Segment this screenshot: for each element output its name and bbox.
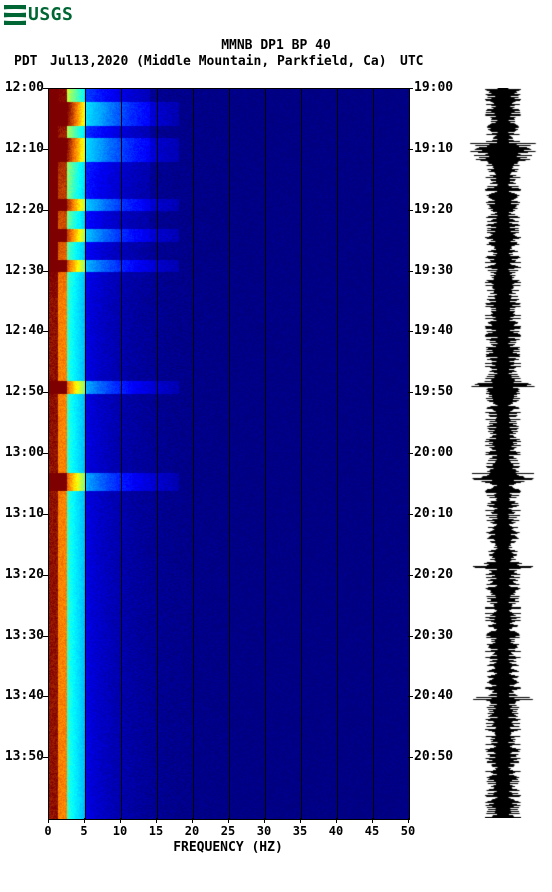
date-location-label: Jul13,2020 (Middle Mountain, Parkfield, …	[50, 54, 387, 69]
left-time-tick: 13:20	[0, 567, 44, 582]
freq-tick: 25	[221, 824, 235, 838]
left-time-tick: 12:50	[0, 384, 44, 399]
freq-tick: 0	[44, 824, 51, 838]
right-time-tick: 20:10	[414, 506, 453, 521]
left-time-tick: 13:50	[0, 749, 44, 764]
spectrogram-canvas	[49, 89, 409, 819]
left-time-tick: 12:40	[0, 323, 44, 338]
logo-text: USGS	[28, 4, 73, 25]
right-time-tick: 19:20	[414, 202, 453, 217]
left-time-tick: 13:40	[0, 688, 44, 703]
freq-tick: 40	[329, 824, 343, 838]
spectrogram-plot	[48, 88, 410, 820]
x-axis-label: FREQUENCY (HZ)	[48, 840, 408, 855]
left-time-tick: 12:00	[0, 80, 44, 95]
logo-wave-icon	[4, 5, 26, 25]
right-time-tick: 19:00	[414, 80, 453, 95]
chart-title: MMNB DP1 BP 40	[0, 38, 552, 53]
left-time-tick: 12:20	[0, 202, 44, 217]
utc-label: UTC	[400, 54, 423, 69]
left-time-tick: 12:30	[0, 263, 44, 278]
pdt-label: PDT	[14, 54, 37, 69]
right-time-tick: 19:30	[414, 263, 453, 278]
left-time-tick: 13:00	[0, 445, 44, 460]
freq-tick: 20	[185, 824, 199, 838]
seismogram-canvas	[468, 88, 538, 818]
usgs-logo: USGS	[4, 4, 73, 25]
right-time-tick: 20:00	[414, 445, 453, 460]
freq-tick: 5	[80, 824, 87, 838]
left-time-tick: 13:30	[0, 628, 44, 643]
freq-tick: 50	[401, 824, 415, 838]
right-time-tick: 20:50	[414, 749, 453, 764]
freq-tick: 35	[293, 824, 307, 838]
seismogram-panel	[468, 88, 538, 818]
right-time-tick: 20:40	[414, 688, 453, 703]
freq-tick: 30	[257, 824, 271, 838]
right-time-tick: 20:30	[414, 628, 453, 643]
right-time-tick: 19:50	[414, 384, 453, 399]
freq-tick: 15	[149, 824, 163, 838]
left-time-tick: 12:10	[0, 141, 44, 156]
right-time-tick: 19:10	[414, 141, 453, 156]
left-time-tick: 13:10	[0, 506, 44, 521]
freq-tick: 45	[365, 824, 379, 838]
right-time-tick: 19:40	[414, 323, 453, 338]
freq-tick: 10	[113, 824, 127, 838]
right-time-tick: 20:20	[414, 567, 453, 582]
